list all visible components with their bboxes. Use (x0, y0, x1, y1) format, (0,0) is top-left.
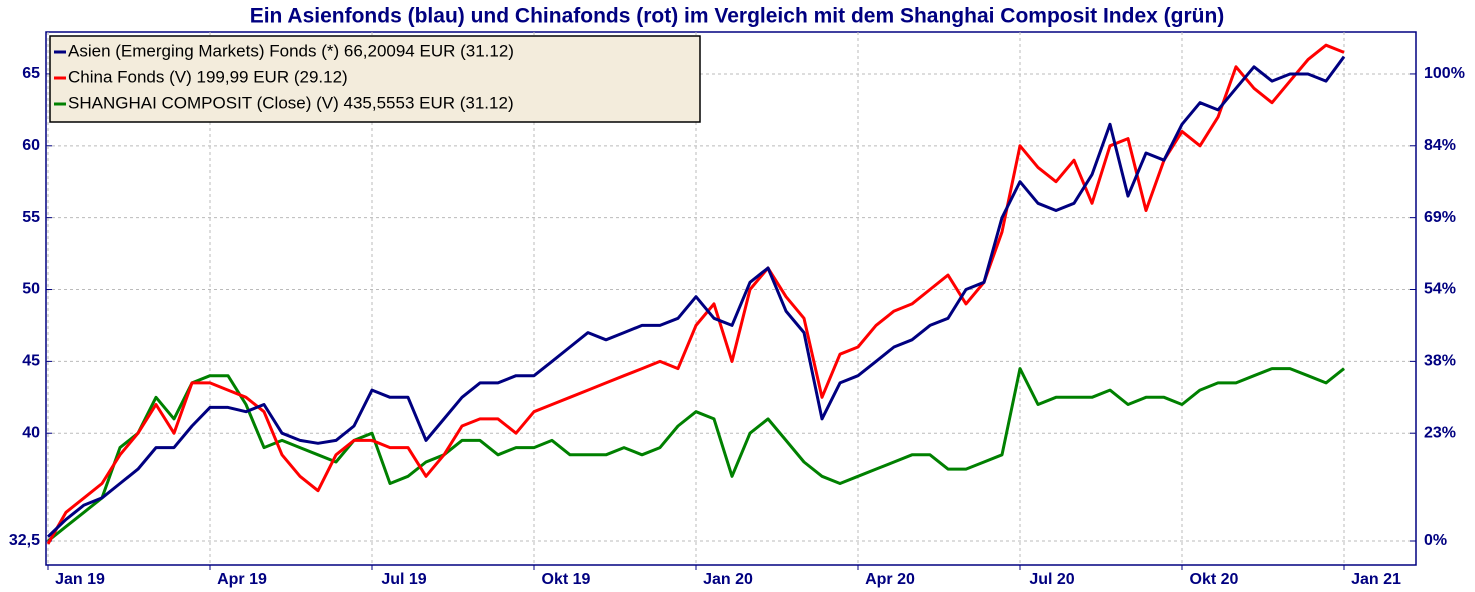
y-tick-label: 45 (22, 353, 40, 370)
legend-label: China Fonds (V) 199,99 EUR (29.12) (68, 67, 348, 86)
y-tick-label: 50 (22, 281, 40, 298)
legend-box (49, 35, 701, 123)
y2-tick-label: 54% (1424, 281, 1456, 298)
y-tick-label: 60 (22, 137, 40, 154)
y2-tick-label: 84% (1424, 137, 1456, 154)
y2-tick-label: 38% (1424, 353, 1456, 370)
x-tick-label: Jan 19 (55, 571, 105, 588)
y-tick-label: 65 (22, 65, 40, 82)
y2-tick-label: 69% (1424, 209, 1456, 226)
y2-tick-label: 0% (1424, 532, 1447, 549)
series-line (46, 43, 1345, 545)
y2-tick-label: 23% (1424, 424, 1456, 441)
chart-title: Ein Asienfonds (blau) und Chinafonds (ro… (250, 5, 1225, 28)
x-tick-label: Jul 19 (381, 571, 426, 588)
y-tick-label: 55 (22, 209, 40, 226)
x-tick-label: Jan 20 (703, 571, 753, 588)
y-tick-label: 32,5 (9, 532, 40, 549)
x-tick-label: Apr 20 (865, 571, 915, 588)
series-line (46, 55, 1346, 538)
series-line (47, 367, 1345, 543)
x-tick-label: Okt 19 (542, 571, 591, 588)
x-tick-label: Jan 21 (1351, 571, 1401, 588)
legend-label: Asien (Emerging Markets) Fonds (*) 66,20… (68, 41, 514, 60)
y-tick-label: 40 (22, 424, 40, 441)
legend-label: SHANGHAI COMPOSIT (Close) (V) 435,5553 E… (68, 93, 514, 112)
x-tick-label: Apr 19 (217, 571, 267, 588)
x-tick-label: Jul 20 (1029, 571, 1074, 588)
y2-tick-label: 100% (1424, 65, 1465, 82)
x-tick-label: Okt 20 (1190, 571, 1239, 588)
